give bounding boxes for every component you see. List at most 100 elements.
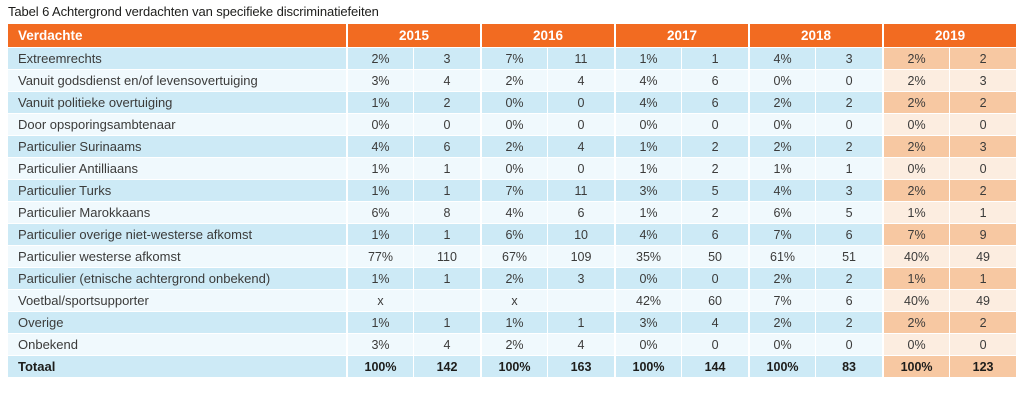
cell-count: 1 [815, 158, 883, 180]
cell-count: 0 [949, 114, 1017, 136]
table-row: Particulier westerse afkomst 77% 110 67% 109… [8, 246, 1017, 268]
cell-count: 0 [815, 334, 883, 356]
cell-count: 11 [547, 180, 615, 202]
cell-count: 0 [815, 114, 883, 136]
header-year-2019: 2019 [882, 24, 1017, 48]
cell-count: 5 [681, 180, 749, 202]
cell-percentage: 0% [748, 334, 816, 356]
cell-count: 0 [815, 70, 883, 92]
cell-percentage: 1% [346, 92, 413, 114]
cell-count: 8 [413, 202, 481, 224]
cell-percentage: 4% [614, 92, 682, 114]
cell-count [413, 290, 481, 312]
cell-count: 109 [547, 246, 615, 268]
header-year-2016: 2016 [480, 24, 615, 48]
cell-percentage: 4% [346, 136, 413, 158]
cell-percentage: 6% [480, 224, 548, 246]
cell-count: 50 [681, 246, 749, 268]
cell-percentage: 0% [480, 92, 548, 114]
cell-count: 2 [949, 180, 1017, 202]
cell-count: 6 [681, 224, 749, 246]
cell-percentage: 67% [480, 246, 548, 268]
cell-percentage: 0% [882, 334, 950, 356]
cell-percentage: 7% [480, 180, 548, 202]
cell-count: 0 [949, 158, 1017, 180]
cell-count: 1 [413, 312, 481, 334]
cell-percentage: 1% [346, 268, 413, 290]
cell-count: 6 [815, 224, 883, 246]
cell-count: 4 [413, 70, 481, 92]
cell-percentage: 1% [346, 180, 413, 202]
cell-count: 5 [815, 202, 883, 224]
header-row: Verdachte 2015 2016 2017 2018 2019 [8, 24, 1017, 48]
cell-count: 6 [681, 92, 749, 114]
row-label: Particulier Marokkaans [8, 202, 346, 224]
cell-count: 110 [413, 246, 481, 268]
cell-percentage: 2% [882, 136, 950, 158]
cell-count: 123 [949, 356, 1017, 378]
cell-count: 2 [413, 92, 481, 114]
cell-percentage: 1% [346, 224, 413, 246]
table-row: Vanuit politieke overtuiging 1% 2 0% 0 4% 6 2% 2… [8, 92, 1017, 114]
cell-percentage: 42% [614, 290, 682, 312]
cell-count: 3 [949, 136, 1017, 158]
table-row: Particulier Antilliaans 1% 1 0% 0 1% 2 1% 1 0% 0 [8, 158, 1017, 180]
cell-percentage: 35% [614, 246, 682, 268]
cell-count: 2 [815, 312, 883, 334]
cell-count: 4 [547, 136, 615, 158]
cell-count: 1 [547, 312, 615, 334]
cell-percentage: 4% [614, 70, 682, 92]
cell-percentage: 4% [748, 180, 816, 202]
cell-count: 2 [815, 136, 883, 158]
cell-percentage: 2% [882, 92, 950, 114]
cell-percentage: 3% [346, 70, 413, 92]
cell-percentage: 7% [748, 290, 816, 312]
cell-count: 1 [413, 180, 481, 202]
header-year-2018: 2018 [748, 24, 883, 48]
header-year-2017: 2017 [614, 24, 749, 48]
cell-percentage: 100% [614, 356, 682, 378]
cell-count: 2 [949, 48, 1017, 70]
cell-count: 1 [949, 268, 1017, 290]
cell-count: 1 [681, 48, 749, 70]
cell-count: 4 [413, 334, 481, 356]
table-row: Particulier Marokkaans 6% 8 4% 6 1% 2 6% 5 1% 1 [8, 202, 1017, 224]
cell-count: 3 [413, 48, 481, 70]
row-label: Door opsporingsambtenaar [8, 114, 346, 136]
table-row: Overige 1% 1 1% 1 3% 4 2% 2 2% 2 [8, 312, 1017, 334]
cell-percentage: 1% [346, 312, 413, 334]
cell-count: 49 [949, 246, 1017, 268]
cell-percentage: 0% [748, 70, 816, 92]
cell-count: 4 [547, 70, 615, 92]
cell-count: 2 [681, 202, 749, 224]
cell-percentage: 0% [614, 334, 682, 356]
cell-percentage: 2% [480, 268, 548, 290]
table-row: Onbekend 3% 4 2% 4 0% 0 0% 0 0% 0 [8, 334, 1017, 356]
cell-percentage: 1% [614, 158, 682, 180]
cell-count: 0 [547, 114, 615, 136]
cell-percentage: 0% [346, 114, 413, 136]
cell-count: 1 [949, 202, 1017, 224]
cell-count: 11 [547, 48, 615, 70]
cell-percentage: 4% [748, 48, 816, 70]
cell-count: 0 [547, 92, 615, 114]
cell-percentage: 0% [748, 114, 816, 136]
cell-percentage: 1% [346, 158, 413, 180]
data-table: Verdachte 2015 2016 2017 2018 2019 Extre… [8, 24, 1017, 378]
cell-count: 0 [413, 114, 481, 136]
header-year-2015: 2015 [346, 24, 481, 48]
cell-percentage: 100% [480, 356, 548, 378]
cell-percentage: 3% [346, 334, 413, 356]
cell-percentage: 1% [480, 312, 548, 334]
cell-count: 3 [547, 268, 615, 290]
table-row: Vanuit godsdienst en/of levensovertuigin… [8, 70, 1017, 92]
table-row: Voetbal/sportsupporter x x 42% 60 7% 6 40% 49 [8, 290, 1017, 312]
cell-percentage: 3% [614, 180, 682, 202]
cell-percentage: 100% [748, 356, 816, 378]
row-label: Overige [8, 312, 346, 334]
cell-percentage: 6% [346, 202, 413, 224]
cell-percentage: 4% [480, 202, 548, 224]
row-label: Particulier overige niet-westerse afkoms… [8, 224, 346, 246]
row-label: Particulier Surinaams [8, 136, 346, 158]
cell-count: 10 [547, 224, 615, 246]
